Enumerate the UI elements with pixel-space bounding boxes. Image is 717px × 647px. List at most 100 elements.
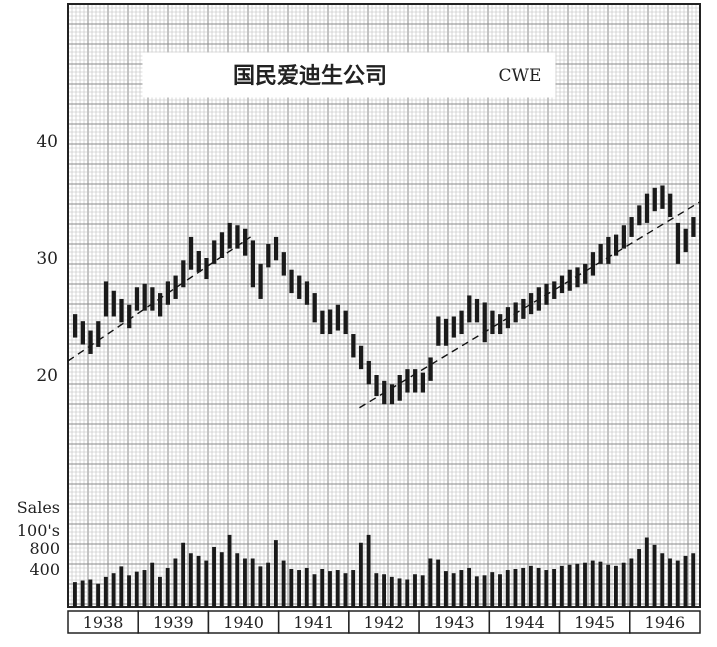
- price-bar: [498, 314, 503, 335]
- sales-bar: [312, 574, 317, 607]
- sales-bar: [490, 572, 495, 607]
- price-bar: [413, 369, 418, 393]
- price-bar: [621, 225, 626, 249]
- sales-bar: [142, 570, 147, 607]
- grid: [67, 3, 701, 607]
- sales-bar: [436, 559, 441, 607]
- sales-bar: [459, 570, 464, 607]
- price-bar: [389, 384, 395, 405]
- price-tick-label: 40: [36, 132, 58, 152]
- sales-bar: [134, 571, 139, 607]
- price-bar: [266, 243, 271, 268]
- title-box-background: [142, 52, 556, 98]
- price-bar: [420, 372, 426, 393]
- price-bar: [397, 375, 402, 401]
- price-bar: [297, 275, 302, 299]
- sales-label-line1: Sales: [17, 498, 60, 517]
- sales-bar: [683, 555, 688, 607]
- sales-bar: [644, 537, 649, 607]
- price-bar: [528, 293, 534, 315]
- sales-bar: [374, 573, 379, 607]
- price-bar: [127, 304, 132, 329]
- sales-bar: [335, 570, 340, 607]
- price-bar: [567, 269, 572, 291]
- price-bar: [320, 310, 325, 335]
- sales-bar: [675, 560, 680, 607]
- sales-bar: [351, 570, 356, 607]
- sales-bar: [119, 566, 124, 607]
- year-label: 1942: [364, 613, 405, 632]
- sales-bar: [243, 558, 247, 607]
- price-bar: [521, 298, 526, 319]
- price-bar: [358, 345, 364, 370]
- sales-bar: [629, 558, 634, 607]
- sales-bar: [668, 558, 672, 607]
- sales-bar: [103, 576, 108, 607]
- sales-bar: [358, 542, 363, 607]
- sales-bar: [583, 562, 587, 607]
- price-bar: [96, 321, 101, 347]
- sales-bar: [382, 574, 386, 607]
- price-bar: [436, 316, 441, 346]
- price-bar: [668, 193, 673, 218]
- price-bar: [250, 240, 256, 288]
- sales-bar: [235, 553, 240, 607]
- sales-bar: [389, 576, 394, 607]
- title-box: 国民爱迪生公司 CWE: [142, 52, 556, 98]
- sales-bar: [266, 562, 271, 607]
- sales-bar: [343, 573, 348, 607]
- sales-bar: [575, 563, 580, 607]
- sales-bar: [111, 573, 116, 607]
- price-bar: [443, 318, 449, 346]
- price-bar: [204, 258, 209, 280]
- sales-bar: [498, 574, 502, 607]
- sales-bar: [165, 567, 170, 607]
- year-box: [629, 610, 701, 634]
- price-bar: [590, 252, 596, 276]
- price-bar: [243, 228, 248, 256]
- price-bar: [158, 293, 163, 317]
- sales-bar: [289, 569, 294, 607]
- price-bar: [343, 310, 348, 335]
- sales-bar: [482, 575, 487, 607]
- sales-bar: [320, 569, 325, 607]
- price-bar: [366, 360, 371, 385]
- sales-bar: [621, 562, 626, 607]
- price-bar: [660, 185, 665, 209]
- sales-bar: [521, 567, 526, 607]
- sales-bar: [552, 569, 557, 607]
- sales-tick-label: 400: [29, 560, 60, 579]
- price-bars: [73, 185, 696, 405]
- price-bar: [552, 281, 557, 299]
- price-tick-label: 30: [36, 249, 58, 269]
- sales-bar: [397, 578, 402, 607]
- sales-bar: [219, 552, 224, 607]
- price-bar: [289, 269, 294, 294]
- sales-bar: [80, 580, 85, 607]
- sales-bar: [227, 534, 232, 607]
- sales-bar: [297, 570, 301, 607]
- year-label: 1944: [504, 613, 545, 632]
- year-label: 1940: [223, 613, 264, 632]
- price-bar: [212, 240, 217, 264]
- sales-bar: [443, 571, 448, 607]
- price-tick-label: 20: [36, 366, 58, 386]
- price-bar: [235, 225, 240, 249]
- sales-bar: [637, 549, 642, 607]
- price-bar: [583, 263, 588, 284]
- sales-bar: [660, 553, 665, 607]
- price-bar: [459, 310, 464, 335]
- sales-bar: [127, 575, 131, 607]
- sales-bar: [567, 564, 572, 607]
- price-bar: [304, 281, 310, 305]
- price-bar: [598, 243, 603, 264]
- sales-bar: [606, 564, 611, 607]
- sales-bar: [451, 573, 456, 607]
- sales-bar: [405, 579, 410, 607]
- price-bar: [281, 252, 286, 276]
- price-bar: [606, 236, 611, 264]
- price-bar: [536, 287, 541, 311]
- sales-bar: [196, 555, 201, 607]
- sales-bar: [559, 565, 564, 607]
- sales-bar: [474, 576, 479, 607]
